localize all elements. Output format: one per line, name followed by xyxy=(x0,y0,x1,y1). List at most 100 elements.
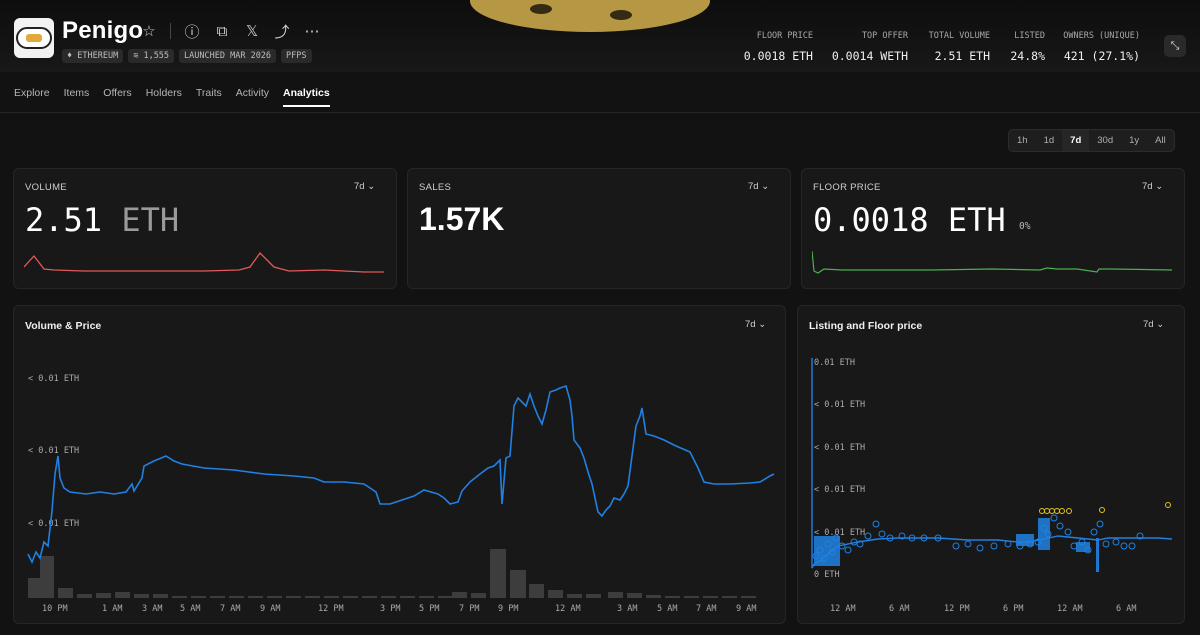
listing-cluster-mark xyxy=(814,536,840,566)
range-1y[interactable]: 1y xyxy=(1129,135,1140,146)
listing-point xyxy=(934,534,942,542)
sale-point xyxy=(1059,508,1065,514)
listing-point xyxy=(920,534,928,542)
listing-cluster-mark xyxy=(1096,538,1099,572)
sales-range-dropdown[interactable]: 7d ⌄ xyxy=(748,181,770,192)
listing-cluster-mark xyxy=(1016,534,1034,546)
x-social-icon[interactable]: 𝕏 xyxy=(245,23,259,40)
floor-change: 0% xyxy=(1019,221,1031,232)
tab-traits[interactable]: Traits xyxy=(195,87,222,99)
sales-card: SALES 7d ⌄ 1.57K xyxy=(407,168,791,289)
collection-logo[interactable] xyxy=(14,18,54,58)
listing-point xyxy=(872,520,880,528)
volume-bar xyxy=(627,593,642,598)
volume-bar xyxy=(471,593,486,598)
stack-icon: ≋ xyxy=(133,51,144,61)
sale-point xyxy=(1054,508,1060,514)
x-tick-label: 7 AM xyxy=(696,604,716,614)
volume-bar xyxy=(40,556,54,598)
tab-offers[interactable]: Offers xyxy=(103,87,132,99)
tab-explore[interactable]: Explore xyxy=(14,87,50,99)
supply-chip: ≋ 1,555 xyxy=(128,49,175,63)
listing-point xyxy=(878,530,886,538)
volume-bar xyxy=(684,596,699,598)
range-7d[interactable]: 7d xyxy=(1062,130,1090,151)
y-tick-label: < 0.01 ETH xyxy=(814,443,865,453)
floor-line xyxy=(811,358,1173,569)
tab-activity[interactable]: Activity xyxy=(235,87,270,99)
x-tick-label: 12 AM xyxy=(830,604,856,614)
floor-range-dropdown[interactable]: 7d ⌄ xyxy=(1142,181,1164,192)
volume-price-chart-card: Volume & Price 7d ⌄ < 0.01 ETH < 0.01 ET… xyxy=(13,305,786,624)
volume-bar xyxy=(172,596,187,598)
volume-bar xyxy=(305,596,320,598)
category-chip[interactable]: PFPS xyxy=(281,49,312,63)
tab-analytics[interactable]: Analytics xyxy=(283,87,330,107)
share-icon[interactable]: ⤴ xyxy=(274,23,290,41)
listing-cluster-mark xyxy=(1076,542,1090,552)
range-1d[interactable]: 1d xyxy=(1043,135,1055,146)
info-icon[interactable]: ⓘ xyxy=(184,23,200,41)
floor-card-title: FLOOR PRICE xyxy=(813,182,881,193)
volume-card: VOLUME 7d ⌄ 2.51 ETH xyxy=(13,168,397,289)
volume-bar xyxy=(229,596,244,598)
volume-bar xyxy=(567,594,582,598)
listing-cluster-mark xyxy=(1038,518,1050,550)
x-tick-label: 10 PM xyxy=(42,604,68,614)
volume-price-range-dropdown[interactable]: 7d ⌄ xyxy=(745,319,767,330)
x-tick-label: 12 PM xyxy=(318,604,344,614)
volume-bar xyxy=(96,593,111,598)
tab-holders[interactable]: Holders xyxy=(145,87,182,99)
sale-point xyxy=(1099,507,1105,513)
x-tick-label: 5 PM xyxy=(419,604,439,614)
tab-items[interactable]: Items xyxy=(63,87,90,99)
volume-bar xyxy=(115,592,130,598)
tabs-divider xyxy=(0,112,1200,113)
chevron-down-icon: ⌄ xyxy=(761,181,770,192)
volume-range-dropdown[interactable]: 7d ⌄ xyxy=(354,181,376,192)
volume-bar xyxy=(586,594,601,598)
volume-bar xyxy=(608,592,623,598)
sale-point xyxy=(1165,502,1171,508)
chevron-down-icon: ⌄ xyxy=(1156,319,1165,330)
chevron-down-icon: ⌄ xyxy=(758,319,767,330)
stat-floor-price: FLOOR PRICE 0.0018 ETH xyxy=(743,31,813,63)
copy-icon[interactable]: ⧉ xyxy=(216,22,228,40)
more-icon[interactable]: ⋯ xyxy=(304,23,320,40)
range-all[interactable]: All xyxy=(1155,135,1166,146)
x-tick-label: 7 AM xyxy=(220,604,240,614)
range-30d[interactable]: 30d xyxy=(1097,135,1114,146)
listing-point xyxy=(1096,520,1104,528)
listing-point xyxy=(990,542,998,550)
y-tick-label: < 0.01 ETH xyxy=(814,528,865,538)
y-tick-label: < 0.01 ETH xyxy=(28,374,79,384)
ethereum-icon: ♦ xyxy=(67,51,78,61)
listing-point xyxy=(1120,542,1128,550)
range-1h[interactable]: 1h xyxy=(1017,135,1028,146)
chain-chip[interactable]: ♦ ETHEREUM xyxy=(62,49,124,63)
volume-bar xyxy=(77,594,92,598)
volume-bar xyxy=(153,594,168,598)
y-tick-label: < 0.01 ETH xyxy=(28,446,79,456)
y-tick-label: 0 ETH xyxy=(814,570,840,580)
x-tick-label: 9 AM xyxy=(260,604,280,614)
x-tick-label: 6 AM xyxy=(889,604,909,614)
volume-value: 2.51 ETH xyxy=(25,201,180,239)
expand-stats-button[interactable]: ⤡ xyxy=(1164,35,1186,57)
chevron-down-icon: ⌄ xyxy=(1155,181,1164,192)
volume-bar xyxy=(210,596,225,598)
x-tick-label: 6 PM xyxy=(1003,604,1023,614)
listing-floor-range-dropdown[interactable]: 7d ⌄ xyxy=(1143,319,1165,330)
volume-bar xyxy=(703,596,718,598)
sales-card-title: SALES xyxy=(419,182,452,193)
volume-bar xyxy=(58,588,73,598)
collection-header: Penigo ☆ ⓘ ⧉ 𝕏 ⤴ ⋯ ♦ ETHEREUM ≋ 1,555 LA… xyxy=(0,0,1200,72)
volume-bars xyxy=(28,549,756,598)
x-tick-label: 3 AM xyxy=(142,604,162,614)
star-icon[interactable]: ☆ xyxy=(142,23,156,40)
volume-price-title: Volume & Price xyxy=(25,320,102,332)
x-tick-label: 9 AM xyxy=(736,604,756,614)
sale-point xyxy=(1049,508,1055,514)
volume-bar xyxy=(134,594,149,598)
volume-bar xyxy=(438,596,453,598)
